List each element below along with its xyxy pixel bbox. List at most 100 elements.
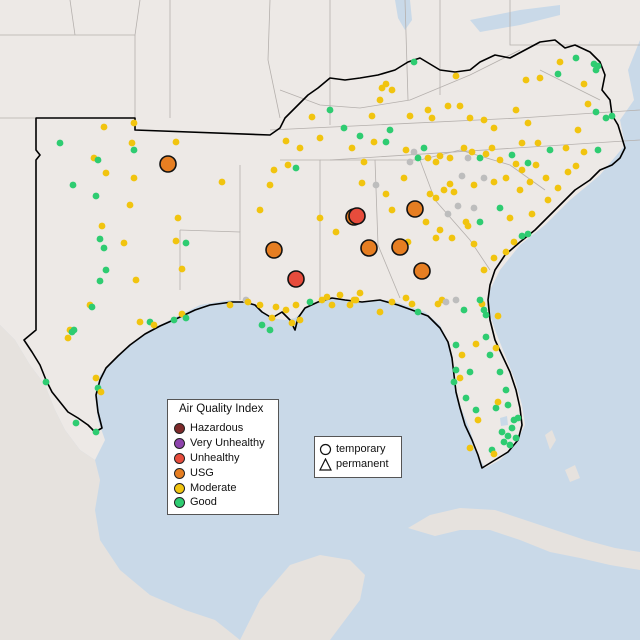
moderate-site[interactable] bbox=[580, 148, 588, 156]
moderate-site[interactable] bbox=[424, 154, 432, 162]
good-site[interactable] bbox=[356, 132, 364, 140]
moderate-site[interactable] bbox=[328, 301, 336, 309]
moderate-site[interactable] bbox=[432, 194, 440, 202]
no-data-site[interactable] bbox=[470, 204, 478, 212]
good-site[interactable] bbox=[482, 333, 490, 341]
good-site[interactable] bbox=[410, 58, 418, 66]
moderate-site[interactable] bbox=[470, 240, 478, 248]
moderate-site[interactable] bbox=[502, 174, 510, 182]
moderate-site[interactable] bbox=[256, 206, 264, 214]
moderate-site[interactable] bbox=[382, 80, 390, 88]
good-site[interactable] bbox=[182, 314, 190, 322]
good-site[interactable] bbox=[258, 321, 266, 329]
good-site[interactable] bbox=[504, 432, 512, 440]
moderate-site[interactable] bbox=[424, 106, 432, 114]
moderate-site[interactable] bbox=[446, 180, 454, 188]
moderate-site[interactable] bbox=[408, 300, 416, 308]
moderate-site[interactable] bbox=[102, 169, 110, 177]
moderate-site[interactable] bbox=[524, 119, 532, 127]
good-site[interactable] bbox=[476, 154, 484, 162]
usg-temporary-site[interactable] bbox=[413, 262, 431, 280]
good-site[interactable] bbox=[382, 138, 390, 146]
moderate-site[interactable] bbox=[488, 144, 496, 152]
moderate-site[interactable] bbox=[432, 158, 440, 166]
moderate-site[interactable] bbox=[370, 138, 378, 146]
good-site[interactable] bbox=[472, 406, 480, 414]
moderate-site[interactable] bbox=[256, 301, 264, 309]
moderate-site[interactable] bbox=[178, 265, 186, 273]
moderate-site[interactable] bbox=[388, 206, 396, 214]
moderate-site[interactable] bbox=[580, 80, 588, 88]
moderate-site[interactable] bbox=[532, 161, 540, 169]
moderate-site[interactable] bbox=[584, 100, 592, 108]
good-site[interactable] bbox=[602, 114, 610, 122]
good-site[interactable] bbox=[88, 303, 96, 311]
moderate-site[interactable] bbox=[518, 139, 526, 147]
good-site[interactable] bbox=[508, 151, 516, 159]
moderate-site[interactable] bbox=[332, 228, 340, 236]
moderate-site[interactable] bbox=[480, 116, 488, 124]
moderate-site[interactable] bbox=[534, 139, 542, 147]
moderate-site[interactable] bbox=[516, 186, 524, 194]
moderate-site[interactable] bbox=[490, 178, 498, 186]
moderate-site[interactable] bbox=[468, 148, 476, 156]
no-data-site[interactable] bbox=[410, 148, 418, 156]
moderate-site[interactable] bbox=[218, 178, 226, 186]
moderate-site[interactable] bbox=[474, 416, 482, 424]
good-site[interactable] bbox=[102, 266, 110, 274]
good-site[interactable] bbox=[506, 441, 514, 449]
moderate-site[interactable] bbox=[388, 86, 396, 94]
moderate-site[interactable] bbox=[422, 218, 430, 226]
moderate-site[interactable] bbox=[174, 214, 182, 222]
good-site[interactable] bbox=[496, 368, 504, 376]
moderate-site[interactable] bbox=[296, 316, 304, 324]
moderate-site[interactable] bbox=[150, 321, 158, 329]
moderate-site[interactable] bbox=[270, 166, 278, 174]
moderate-site[interactable] bbox=[323, 293, 331, 301]
moderate-site[interactable] bbox=[288, 319, 296, 327]
usg-temporary-site[interactable] bbox=[360, 239, 378, 257]
moderate-site[interactable] bbox=[490, 450, 498, 458]
moderate-site[interactable] bbox=[466, 444, 474, 452]
moderate-site[interactable] bbox=[368, 112, 376, 120]
good-site[interactable] bbox=[306, 298, 314, 306]
usg-temporary-site[interactable] bbox=[159, 155, 177, 173]
moderate-site[interactable] bbox=[266, 181, 274, 189]
good-site[interactable] bbox=[56, 139, 64, 147]
good-site[interactable] bbox=[450, 378, 458, 386]
moderate-site[interactable] bbox=[490, 254, 498, 262]
moderate-site[interactable] bbox=[472, 340, 480, 348]
moderate-site[interactable] bbox=[436, 152, 444, 160]
moderate-site[interactable] bbox=[358, 179, 366, 187]
moderate-site[interactable] bbox=[97, 388, 105, 396]
good-site[interactable] bbox=[500, 438, 508, 446]
moderate-site[interactable] bbox=[480, 266, 488, 274]
moderate-site[interactable] bbox=[428, 114, 436, 122]
moderate-site[interactable] bbox=[402, 146, 410, 154]
moderate-site[interactable] bbox=[446, 154, 454, 162]
moderate-site[interactable] bbox=[92, 374, 100, 382]
moderate-site[interactable] bbox=[296, 144, 304, 152]
moderate-site[interactable] bbox=[510, 238, 518, 246]
usg-temporary-site[interactable] bbox=[391, 238, 409, 256]
good-site[interactable] bbox=[170, 316, 178, 324]
moderate-site[interactable] bbox=[522, 76, 530, 84]
moderate-site[interactable] bbox=[308, 113, 316, 121]
good-site[interactable] bbox=[414, 308, 422, 316]
moderate-site[interactable] bbox=[388, 298, 396, 306]
moderate-site[interactable] bbox=[282, 137, 290, 145]
good-site[interactable] bbox=[96, 235, 104, 243]
moderate-site[interactable] bbox=[292, 301, 300, 309]
good-site[interactable] bbox=[476, 218, 484, 226]
good-site[interactable] bbox=[72, 419, 80, 427]
moderate-site[interactable] bbox=[172, 237, 180, 245]
moderate-site[interactable] bbox=[452, 72, 460, 80]
moderate-site[interactable] bbox=[458, 351, 466, 359]
moderate-site[interactable] bbox=[464, 222, 472, 230]
moderate-site[interactable] bbox=[572, 162, 580, 170]
moderate-site[interactable] bbox=[432, 234, 440, 242]
moderate-site[interactable] bbox=[360, 158, 368, 166]
moderate-site[interactable] bbox=[244, 298, 252, 306]
moderate-site[interactable] bbox=[448, 234, 456, 242]
